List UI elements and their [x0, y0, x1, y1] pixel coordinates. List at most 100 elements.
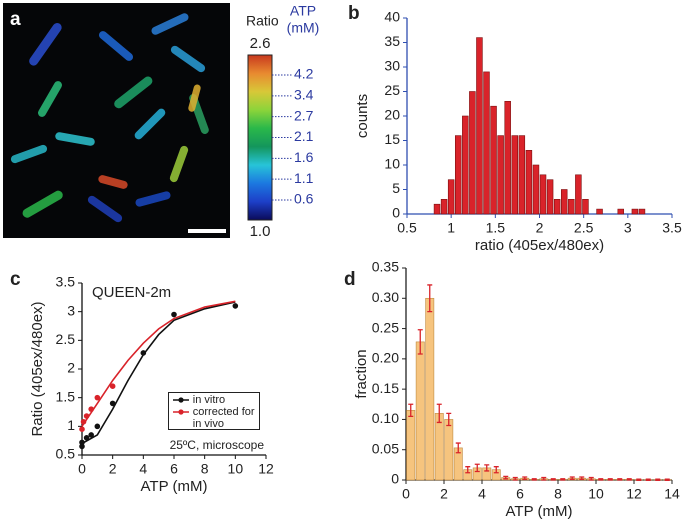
- x-tick-label: 4: [139, 461, 147, 477]
- atp-tick-label: 2.1: [294, 128, 314, 144]
- bar: [575, 174, 582, 215]
- error-bar: [427, 284, 433, 313]
- panel-label: b: [348, 3, 360, 24]
- error-bar: [484, 464, 490, 472]
- error-bar: [493, 466, 499, 474]
- bar: [596, 208, 603, 215]
- error-bar: [560, 478, 566, 481]
- atp-title: (mM): [287, 20, 320, 36]
- x-axis-title: ratio (405ex/480ex): [475, 237, 604, 254]
- bar: [553, 199, 561, 215]
- x-tick-label: 10: [228, 461, 244, 477]
- atp-tick-label: 4.2: [294, 66, 314, 82]
- error-bar: [636, 478, 642, 481]
- bar: [483, 71, 490, 215]
- point: [88, 432, 94, 438]
- point: [109, 400, 116, 407]
- x-tick-label: 12: [626, 486, 642, 502]
- y-tick-label: 0.20: [372, 350, 399, 366]
- x-tick-label: 8: [201, 461, 209, 477]
- error-bar: [588, 476, 594, 481]
- bar: [469, 91, 476, 215]
- x-tick-label: 0: [402, 486, 410, 502]
- x-tick-label: 2: [109, 461, 117, 477]
- bar: [490, 105, 497, 215]
- point: [80, 418, 87, 425]
- bar: [440, 199, 448, 215]
- y-tick-label: 3: [67, 302, 75, 318]
- x-tick-label: 4: [478, 486, 486, 502]
- atp-tick-label: 2.7: [294, 107, 314, 123]
- error-bar: [408, 403, 414, 418]
- micrograph: [3, 3, 230, 238]
- colorbar-tick-label: 1.0: [250, 223, 271, 240]
- x-tick-label: 6: [170, 461, 178, 477]
- colorbar-tick-label: 2.6: [250, 35, 271, 52]
- bar: [546, 179, 554, 215]
- legend-entry: in vitro: [172, 394, 256, 406]
- x-tick-label: 0: [78, 461, 86, 477]
- error-bar: [664, 478, 670, 481]
- y-tick-label: 30: [384, 58, 400, 74]
- bar: [525, 150, 533, 215]
- x-tick-label: 3.5: [662, 220, 682, 236]
- bar: [539, 174, 547, 215]
- y-tick-label: 0.35: [372, 259, 399, 275]
- y-axis-title: counts: [354, 94, 371, 138]
- point: [232, 303, 239, 309]
- atp-tick-label: 3.4: [294, 87, 314, 103]
- point: [83, 413, 90, 419]
- error-bar: [522, 476, 528, 481]
- chart-title: QUEEN-2m: [92, 284, 171, 301]
- bar: [568, 199, 575, 215]
- panel-label: a: [10, 9, 21, 30]
- point: [94, 394, 101, 401]
- point: [109, 383, 116, 390]
- y-tick-label: 40: [384, 9, 400, 25]
- y-tick-label: 2: [67, 360, 75, 376]
- bar: [504, 101, 511, 215]
- x-tick-label: 10: [588, 486, 604, 502]
- error-bar: [531, 478, 537, 481]
- bar: [511, 135, 519, 215]
- point: [94, 423, 101, 430]
- bar: [532, 164, 540, 215]
- y-tick-label: 0.30: [372, 289, 399, 305]
- y-tick-label: 5: [392, 180, 400, 196]
- y-axis-title: Ratio (405ex/480ex): [29, 301, 46, 436]
- legend-label: in vitro: [192, 394, 226, 406]
- bar: [476, 37, 483, 215]
- x-tick-label: 2.5: [574, 220, 594, 236]
- error-bar: [550, 478, 556, 481]
- bar: [433, 203, 441, 215]
- point: [79, 426, 85, 433]
- error-bar: [446, 412, 452, 427]
- point: [79, 443, 85, 450]
- error-bar: [455, 442, 461, 454]
- error-bar: [541, 476, 547, 481]
- y-tick-label: 1: [67, 417, 75, 433]
- y-tick-label: 10: [384, 156, 400, 172]
- bar: [631, 208, 639, 215]
- legend-key: [173, 397, 189, 403]
- bar: [617, 208, 624, 215]
- y-tick-label: 0.10: [372, 410, 399, 426]
- y-tick-label: 20: [384, 107, 400, 123]
- x-tick-label: 1.5: [486, 220, 506, 236]
- y-axis-title: fraction: [353, 349, 370, 398]
- bar: [560, 189, 568, 215]
- error-bar: [579, 476, 585, 481]
- error-bar: [465, 466, 471, 474]
- atp-tick-label: 0.6: [294, 191, 314, 207]
- y-tick-label: 2.5: [56, 331, 76, 347]
- x-tick-label: 12: [258, 461, 274, 477]
- y-tick-label: 0.5: [56, 446, 76, 462]
- legend: in vitro corrected for in vivo: [168, 392, 260, 430]
- atp-title: ATP: [290, 3, 316, 19]
- x-axis-title: ATP (mM): [506, 503, 573, 520]
- legend-entry: corrected for in vivo: [172, 406, 256, 430]
- y-tick-label: 3.5: [56, 274, 76, 290]
- cells: [10, 13, 209, 223]
